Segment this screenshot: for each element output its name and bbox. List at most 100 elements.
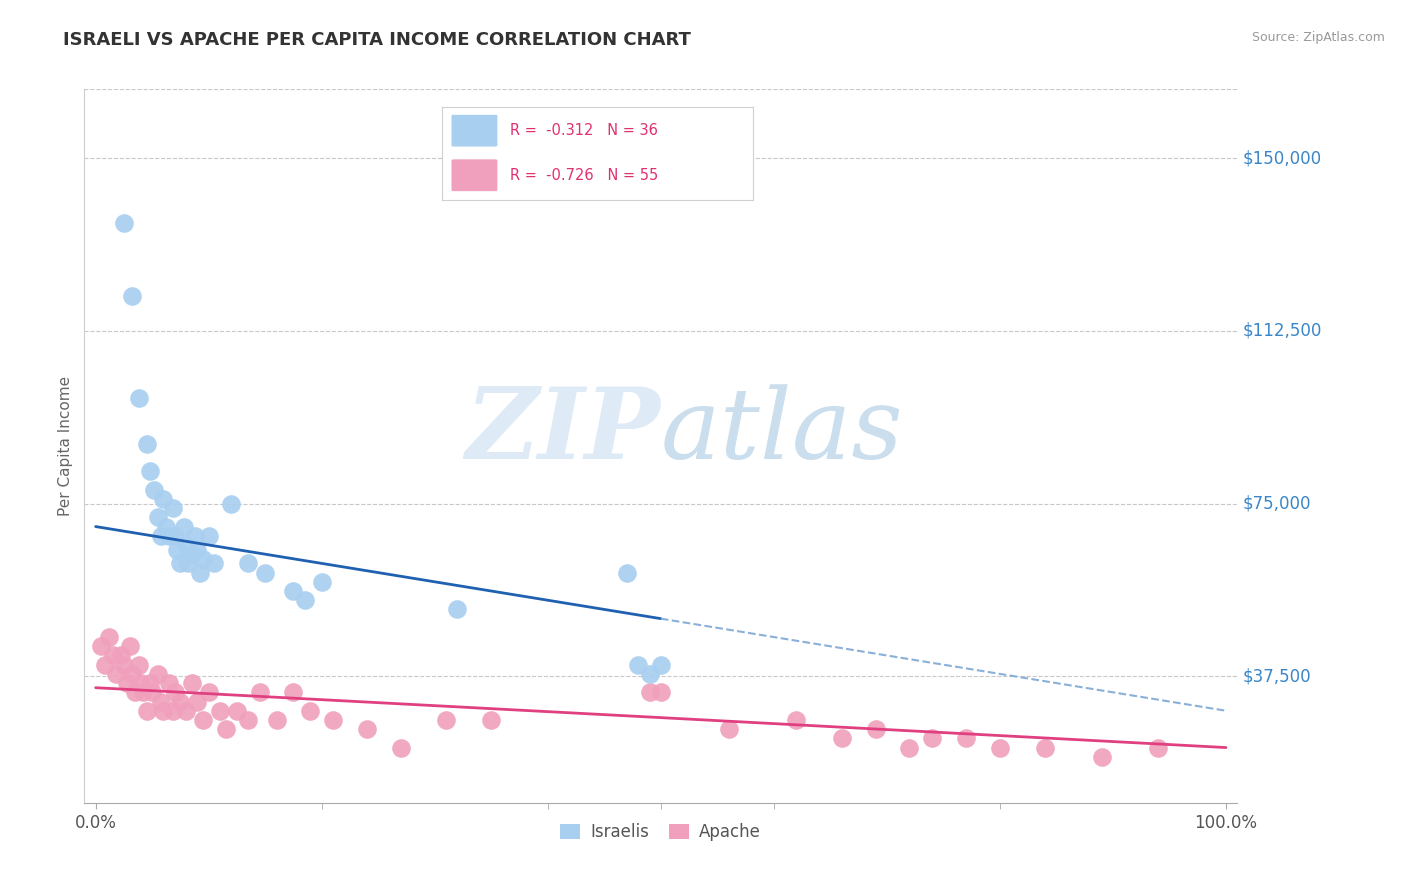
Point (650, 685, 672, 699)
Point (249, 685, 271, 699)
Point (105, 666, 128, 681)
Legend: Israelis, Apache: Israelis, Apache (554, 817, 768, 848)
Point (174, 538, 197, 552)
Point (132, 685, 155, 699)
Point (184, 529, 207, 543)
Point (191, 713, 214, 727)
Point (169, 694, 191, 708)
Point (638, 666, 661, 681)
Point (112, 216, 135, 230)
Point (110, 648, 132, 663)
Text: ISRAELI VS APACHE PER CAPITA INCOME CORRELATION CHART: ISRAELI VS APACHE PER CAPITA INCOME CORR… (63, 31, 692, 49)
Point (98, 630, 121, 644)
Point (150, 529, 173, 543)
Point (356, 722, 378, 736)
Point (163, 685, 186, 699)
Point (118, 640, 141, 654)
Point (180, 547, 202, 561)
Point (135, 436, 157, 450)
Point (226, 704, 249, 718)
Point (117, 676, 139, 690)
Point (143, 483, 166, 497)
Point (150, 694, 173, 708)
Point (717, 722, 740, 736)
Point (479, 713, 502, 727)
Point (865, 722, 887, 736)
Point (162, 704, 184, 718)
Point (135, 704, 157, 718)
Point (434, 713, 457, 727)
Point (128, 657, 150, 672)
Point (157, 676, 180, 690)
Point (294, 593, 316, 607)
Point (188, 566, 211, 580)
Point (139, 464, 162, 478)
Point (121, 289, 143, 303)
Point (174, 704, 197, 718)
Point (446, 602, 468, 616)
Point (166, 542, 188, 557)
Point (1147, 740, 1170, 755)
Point (157, 529, 180, 543)
Point (180, 676, 202, 690)
Point (90, 640, 112, 654)
Point (173, 519, 195, 533)
Text: $75,000: $75,000 (1243, 494, 1312, 513)
Point (238, 557, 260, 571)
Point (1033, 740, 1056, 755)
Point (208, 704, 231, 718)
Point (155, 519, 177, 533)
Point (266, 713, 288, 727)
Point (785, 713, 807, 727)
Point (197, 529, 219, 543)
Text: ZIP: ZIP (465, 384, 661, 480)
Point (283, 584, 305, 599)
Point (152, 491, 174, 506)
Point (299, 704, 322, 718)
Point (121, 666, 143, 681)
Point (128, 391, 150, 405)
Y-axis label: Per Capita Income: Per Capita Income (58, 376, 73, 516)
Point (152, 704, 174, 718)
Point (389, 740, 412, 755)
Point (124, 685, 146, 699)
Point (169, 557, 191, 571)
Point (202, 557, 225, 571)
Point (197, 685, 219, 699)
Point (988, 740, 1011, 755)
Point (112, 657, 135, 672)
Point (163, 529, 186, 543)
Point (146, 510, 169, 524)
Point (650, 657, 672, 672)
Text: $112,500: $112,500 (1243, 322, 1323, 340)
Point (101, 648, 124, 663)
Point (638, 685, 661, 699)
Text: Source: ZipAtlas.com: Source: ZipAtlas.com (1251, 31, 1385, 45)
Point (129, 676, 152, 690)
Point (221, 497, 243, 511)
Point (311, 574, 333, 589)
Point (322, 713, 344, 727)
Point (238, 713, 260, 727)
Text: atlas: atlas (661, 384, 904, 479)
Point (139, 676, 162, 690)
Point (955, 731, 977, 746)
Point (627, 657, 650, 672)
Point (186, 542, 208, 557)
Point (616, 566, 638, 580)
Point (162, 501, 184, 516)
Point (831, 731, 853, 746)
Point (898, 740, 921, 755)
Point (214, 722, 236, 736)
Point (186, 694, 208, 708)
Text: $150,000: $150,000 (1243, 149, 1322, 168)
Point (177, 557, 200, 571)
Point (93, 657, 115, 672)
Point (283, 685, 305, 699)
Point (254, 566, 277, 580)
Point (921, 731, 943, 746)
Point (141, 685, 163, 699)
Point (146, 666, 169, 681)
Point (191, 551, 214, 566)
Point (1091, 749, 1114, 764)
